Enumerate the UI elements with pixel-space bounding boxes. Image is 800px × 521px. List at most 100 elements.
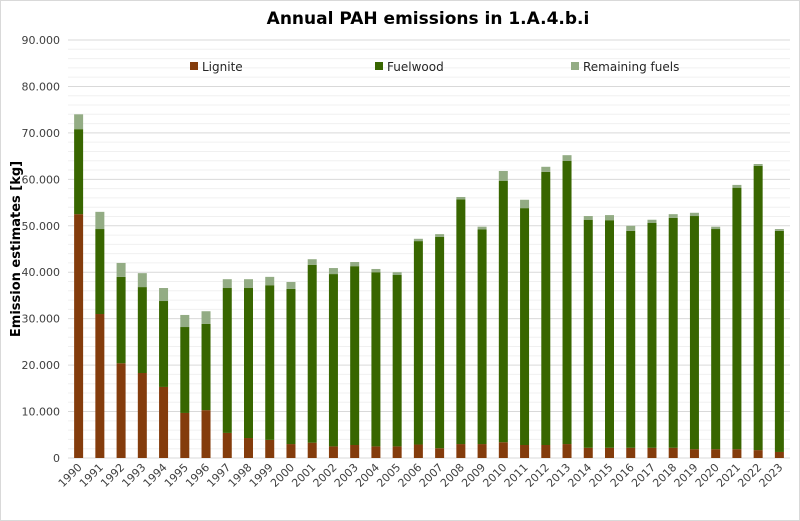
bar-remaining-fuels — [477, 226, 487, 230]
bar-remaining-fuels — [116, 262, 126, 277]
bar-remaining-fuels — [774, 229, 784, 231]
x-tick-label: 2013 — [544, 461, 573, 490]
bar-lignite — [732, 449, 742, 458]
legend-item: Lignite — [190, 60, 243, 74]
bar-fuelwood — [74, 129, 84, 215]
bar-fuelwood — [137, 287, 147, 374]
bar-stack — [222, 279, 232, 458]
bar-stack — [265, 276, 275, 458]
bar-remaining-fuels — [74, 114, 84, 130]
bar-fuelwood — [520, 208, 530, 445]
x-tick-label: 2016 — [608, 461, 637, 490]
bar-lignite — [605, 447, 614, 458]
bar-remaining-fuels — [562, 155, 572, 161]
bar-fuelwood — [392, 275, 402, 447]
legend-label: Remaining fuels — [583, 60, 679, 74]
bar-stack — [116, 262, 126, 458]
bar-lignite — [286, 444, 296, 458]
y-tick-label: 0 — [53, 452, 60, 465]
bar-stack — [180, 314, 190, 458]
bar-lignite — [435, 448, 445, 458]
x-tick-label: 2005 — [374, 461, 403, 490]
bar-lignite — [562, 444, 572, 458]
bar-stack — [159, 288, 169, 458]
bar-lignite — [222, 432, 232, 458]
legend: Lignite Fuelwood Remaining fuels — [190, 60, 679, 74]
bar-remaining-fuels — [265, 276, 275, 286]
bar-fuelwood — [265, 285, 275, 440]
y-tick-label: 60.000 — [22, 173, 61, 186]
bar-remaining-fuels — [95, 211, 105, 230]
bar-stack — [498, 170, 508, 458]
bar-stack — [774, 229, 784, 458]
bar-fuelwood — [95, 229, 105, 315]
bar-fuelwood — [583, 219, 593, 448]
legend-label: Lignite — [202, 60, 243, 74]
y-tick-label: 40.000 — [22, 266, 61, 279]
bar-lignite — [159, 386, 169, 458]
x-tick-label: 2012 — [523, 461, 552, 490]
bar-stack — [201, 311, 211, 458]
bar-lignite — [498, 442, 508, 458]
bar-stack — [626, 225, 636, 458]
bar-lignite — [477, 444, 487, 458]
bar-stack — [74, 114, 84, 458]
x-tick-label: 2020 — [693, 461, 722, 490]
bar-stack — [605, 215, 614, 458]
bar-remaining-fuels — [689, 212, 699, 217]
bar-lignite — [647, 447, 657, 458]
bar-remaining-fuels — [180, 314, 190, 328]
x-tick-label: 2001 — [289, 461, 318, 490]
x-tick-label: 2018 — [650, 461, 679, 490]
bar-fuelwood — [605, 220, 614, 448]
bar-lignite — [392, 446, 402, 458]
bar-fuelwood — [647, 222, 657, 448]
bar-remaining-fuels — [753, 164, 763, 166]
x-tick-label: 2003 — [332, 461, 361, 490]
bar-remaining-fuels — [668, 214, 678, 218]
bar-stack — [562, 155, 572, 458]
bar-fuelwood — [626, 230, 636, 448]
bar-stack — [753, 164, 763, 458]
bar-fuelwood — [477, 229, 487, 445]
y-tick-label: 20.000 — [22, 359, 61, 372]
x-tick-label: 2004 — [353, 461, 382, 490]
bar-lignite — [244, 438, 253, 458]
y-tick-label: 90.000 — [22, 34, 61, 47]
bar-stack — [668, 214, 678, 458]
bar-remaining-fuels — [286, 281, 296, 289]
bar-stack — [244, 279, 253, 458]
bar-stack — [350, 262, 360, 458]
bar-remaining-fuels — [711, 226, 721, 230]
x-tick-label: 2019 — [672, 461, 701, 490]
legend-swatch — [190, 62, 198, 70]
bar-lignite — [350, 444, 360, 458]
x-tick-label: 2022 — [735, 461, 764, 490]
y-tick-label: 80.000 — [22, 80, 61, 93]
y-axis-label: Emission estimates [kg] — [9, 161, 24, 337]
bar-remaining-fuels — [498, 170, 508, 181]
bar-stack — [435, 234, 445, 458]
bar-fuelwood — [562, 160, 572, 445]
bar-lignite — [520, 444, 530, 458]
bar-fuelwood — [328, 274, 338, 447]
bar-fuelwood — [435, 236, 445, 449]
bar-lignite — [116, 363, 126, 458]
bar-remaining-fuels — [371, 268, 381, 273]
bar-fuelwood — [498, 180, 508, 443]
bar-remaining-fuels — [350, 262, 360, 267]
bar-remaining-fuels — [413, 238, 423, 242]
bar-lignite — [371, 446, 381, 458]
bar-stack — [371, 268, 381, 458]
legend-label: Fuelwood — [387, 60, 444, 74]
bar-fuelwood — [201, 323, 211, 411]
bar-stack — [711, 226, 721, 458]
bar-lignite — [456, 444, 466, 458]
x-tick-label: 2011 — [502, 461, 531, 490]
x-tick-label: 2010 — [480, 461, 509, 490]
bar-lignite — [774, 451, 784, 458]
bar-fuelwood — [753, 165, 763, 451]
bar-fuelwood — [244, 288, 253, 439]
bar-remaining-fuels — [732, 184, 742, 188]
bar-stack — [732, 184, 742, 458]
